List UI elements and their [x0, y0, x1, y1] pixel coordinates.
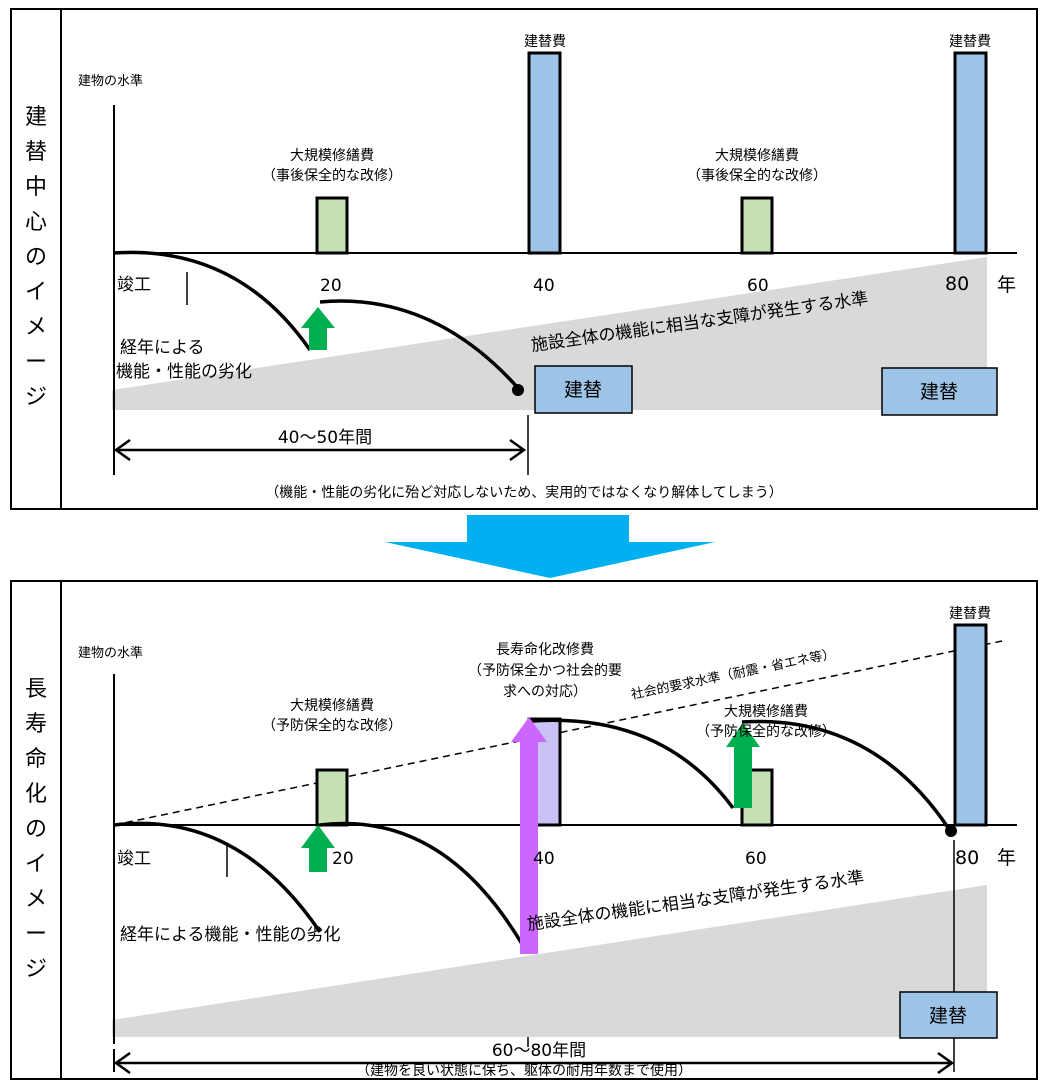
- green-up-arrow-icon: [726, 723, 760, 808]
- side-title-column: 長寿命化のイメージ: [12, 582, 62, 1078]
- rebuild-cost-label-1: 建替費: [524, 34, 566, 50]
- span-label: 60～80年間: [492, 1041, 586, 1061]
- rebuild-bar-40: [527, 51, 562, 255]
- repair-cost-label-2a: 大規模修繕費: [724, 704, 808, 720]
- performance-curve-3: [530, 718, 735, 810]
- rebuild-box-label: 建替: [929, 1005, 967, 1027]
- rebuild-cost-label-2: 建替費: [949, 34, 991, 50]
- repair-bar-60: [740, 196, 774, 255]
- threshold-area: [112, 257, 987, 410]
- rebuild-bar-80: [953, 623, 988, 827]
- span-arrow-left-icon: [113, 438, 131, 462]
- side-title-rebuild: 建替中心のイメージ: [24, 105, 47, 410]
- x-tick-80: 80: [945, 273, 969, 295]
- side-title-column: 建替中心のイメージ: [12, 10, 62, 508]
- completion-label: 竣工: [117, 275, 151, 295]
- x-tick-20: 20: [320, 276, 342, 296]
- social-requirement-label: 社会的要求水準（耐震・省エネ等）: [630, 646, 837, 703]
- x-tick-20: 20: [332, 849, 354, 869]
- rebuild-cost-label: 建替費: [949, 606, 991, 622]
- long-life-cost-label-1: 長寿命化改修費: [496, 641, 594, 658]
- rebuild-box-1-label: 建替: [564, 379, 602, 401]
- repair-cost-label-1b: （予防保全的な改修）: [262, 717, 402, 734]
- long-life-cost-label-2: （予防保全かつ社会的要: [468, 662, 622, 679]
- span-arrow-left-icon: [113, 1051, 131, 1075]
- purple-up-arrow-icon: [511, 717, 547, 954]
- y-axis-label: 建物の水準: [78, 73, 143, 89]
- repair-cost-label-1a: 大規模修繕費: [290, 698, 374, 714]
- long-life-cost-label-3: 求への対応）: [503, 684, 587, 700]
- x-tick-60: 60: [745, 849, 767, 869]
- rebuild-centric-diagram: 建替 建替 建物の水準 建替費 建替費 大規模修繕費 （事後保全的な改修） 大規…: [78, 34, 1017, 501]
- y-axis-label: 建物の水準: [78, 645, 143, 661]
- green-up-arrow-icon: [301, 307, 335, 350]
- deterioration-curve-2: [319, 299, 520, 390]
- deterioration-label-2: 機能・性能の劣化: [116, 362, 252, 382]
- x-axis-unit: 年: [997, 274, 1016, 296]
- end-of-life-dot: [512, 384, 524, 396]
- deterioration-curve-2: [319, 821, 524, 945]
- repair-cost-label-2b: （予防保全的な改修）: [696, 723, 836, 740]
- repair-bar-20: [315, 196, 349, 255]
- x-tick-40: 40: [533, 849, 555, 869]
- rebuild-bar-80: [953, 51, 988, 255]
- completion-label: 竣工: [117, 849, 151, 869]
- repair-bar-20: [315, 768, 349, 827]
- threshold-area: [112, 885, 987, 1037]
- rebuild-box-1: [534, 365, 633, 414]
- panel-note: （建物を良い状態に保ち、躯体の耐用年数まで使用）: [356, 1063, 692, 1079]
- panel-note: （機能・性能の劣化に殆ど対応しないため、実用的ではなくなり解体してしまう）: [265, 485, 783, 501]
- deterioration-curve-1: [113, 250, 312, 351]
- repair-cost-label-2a: 大規模修繕費: [715, 148, 799, 164]
- rebuild-box-2-label: 建替: [920, 381, 958, 403]
- repair-cost-label-1a: 大規模修繕費: [290, 148, 374, 164]
- x-tick-80: 80: [955, 847, 979, 869]
- repair-cost-label-1b: （事後保全的な改修）: [262, 167, 402, 184]
- side-title-long-life: 長寿命化のイメージ: [24, 677, 47, 982]
- span-label: 40～50年間: [278, 428, 372, 448]
- rebuild-box: [899, 991, 998, 1039]
- deterioration-label-1: 経年による: [120, 338, 205, 358]
- span-arrow-right-icon: [509, 438, 527, 462]
- deterioration-label: 経年による機能・性能の劣化: [120, 925, 341, 945]
- long-life-panel: 長寿命化のイメージ 建替: [10, 580, 1038, 1080]
- long-life-diagram: 建替 建物の水準 建替費 長寿命化改修費 （予防保全かつ社会的要 求への対応） …: [78, 606, 1017, 1075]
- x-tick-40: 40: [533, 276, 555, 296]
- x-tick-60: 60: [747, 276, 769, 296]
- transition-down-arrow-icon: [385, 515, 715, 578]
- rebuild-centric-panel: 建替中心のイメージ 建替 建替 建物の水準 建替費 建替費: [10, 8, 1038, 510]
- deterioration-curve-1: [113, 821, 322, 933]
- performance-curve-4: [741, 719, 951, 830]
- social-requirement-line: [113, 639, 1008, 826]
- end-of-life-dot: [945, 825, 957, 837]
- repair-cost-label-2b: （事後保全的な改修）: [687, 167, 827, 184]
- rebuild-box-2: [881, 367, 998, 416]
- green-up-arrow-icon: [301, 825, 335, 872]
- x-axis-unit: 年: [997, 847, 1016, 869]
- span-arrow-right-icon: [937, 1051, 955, 1075]
